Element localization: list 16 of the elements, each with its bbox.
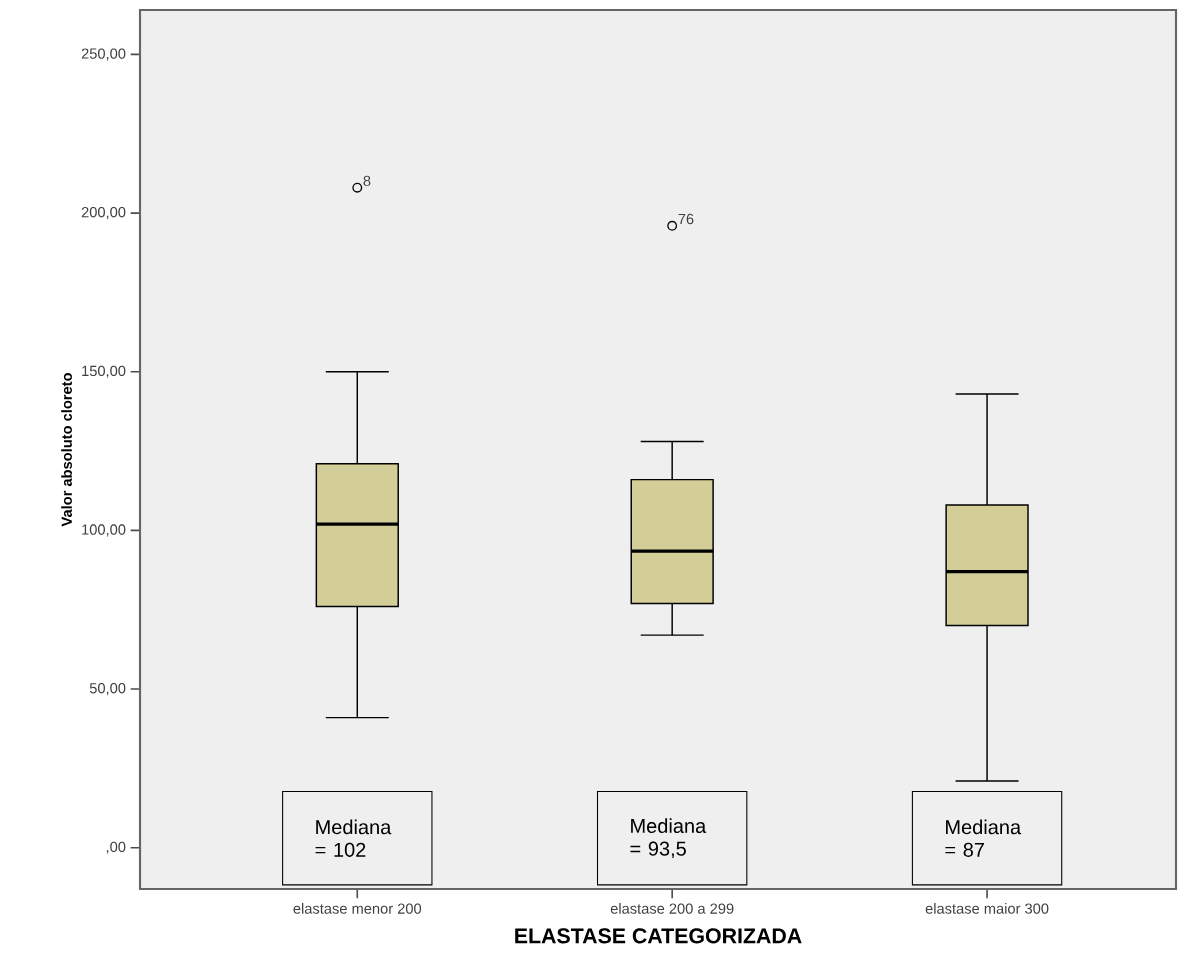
y-tick-label: 50,00 (89, 683, 126, 696)
y-axis-title: Valor absoluto cloreto (61, 373, 72, 527)
x-tick-label: elastase menor 200 (293, 903, 422, 914)
annotation: Mediana = 87 (945, 819, 1022, 857)
x-tick-label: elastase 200 a 299 (610, 903, 734, 914)
annotation: 8 (363, 175, 371, 187)
y-tick-label: ,00 (106, 841, 126, 854)
x-axis-title: ELASTASE CATEGORIZADA (515, 928, 802, 944)
annotation: 76 (678, 213, 694, 225)
x-tick-label: elastase maior 300 (925, 903, 1049, 914)
y-tick-label: 150,00 (82, 365, 126, 378)
annotation: Mediana = 102 (315, 819, 392, 857)
y-tick-label: 100,00 (82, 524, 126, 537)
annotation: Mediana = 93,5 (630, 818, 707, 859)
y-tick-label: 250,00 (81, 48, 126, 61)
y-tick-label: 200,00 (81, 207, 126, 220)
